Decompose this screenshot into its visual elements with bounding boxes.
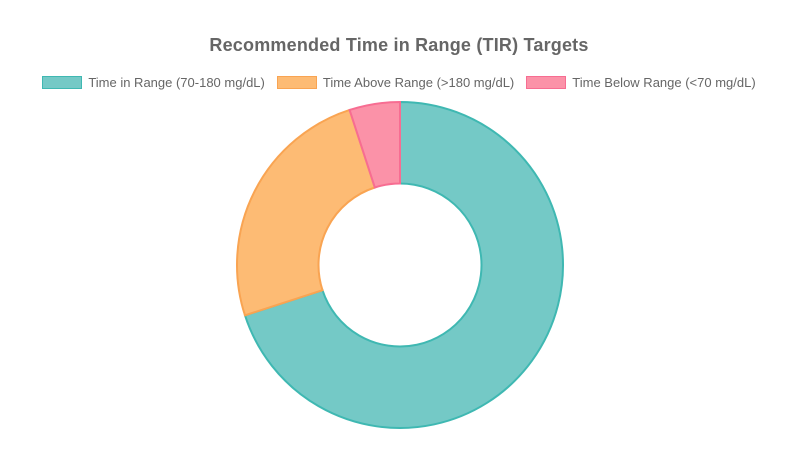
legend-swatch-icon [276, 76, 317, 89]
donut-segment-1[interactable] [243, 100, 564, 429]
legend-item[interactable]: Time Below Range (<70 mg/dL) [526, 75, 756, 90]
legend-swatch-icon [526, 76, 567, 89]
chart-title: Recommended Time in Range (TIR) Targets [209, 35, 589, 55]
legend-swatch-icon [42, 76, 83, 89]
donut-segment-3[interactable] [348, 100, 401, 189]
legend-item-label: Time in Range (70-180 mg/dL) [88, 75, 265, 90]
legend-item-label: Time Above Range (>180 mg/dL) [322, 75, 515, 90]
legend-item-label: Time Below Range (<70 mg/dL) [572, 75, 756, 90]
legend: Time in Range (70-180 mg/dL) Time Above R… [0, 75, 798, 90]
legend-item[interactable]: Time in Range (70-180 mg/dL) [42, 75, 265, 90]
legend-item[interactable]: Time Above Range (>180 mg/dL) [276, 75, 515, 90]
donut-segment-2[interactable] [236, 108, 377, 317]
